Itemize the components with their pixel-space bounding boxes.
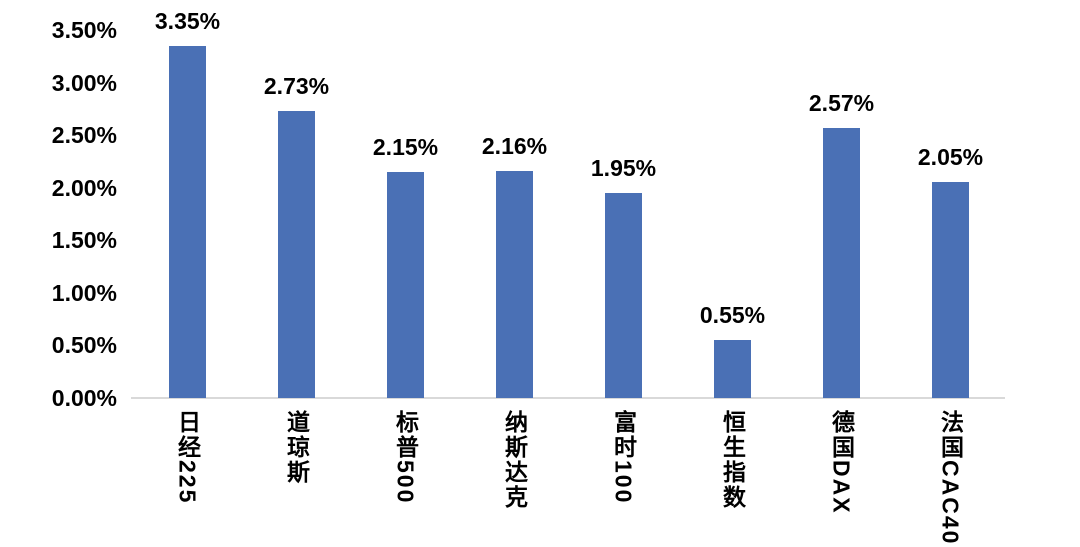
y-axis-tick-label: 0.00% xyxy=(51,385,117,411)
chart-bar xyxy=(278,110,315,398)
chart-bar xyxy=(823,127,860,398)
chart-bar xyxy=(387,171,424,398)
data-label: 2.05% xyxy=(917,144,984,171)
chart-bar xyxy=(169,45,206,398)
data-label: 2.73% xyxy=(263,72,330,99)
y-axis-tick-label: 2.50% xyxy=(51,122,117,149)
data-label: 1.95% xyxy=(590,154,657,181)
data-label: 2.16% xyxy=(481,132,548,159)
data-label: 3.35% xyxy=(154,7,221,34)
category-label: 法国CAC40 xyxy=(937,410,964,546)
y-axis-tick-label: 2.00% xyxy=(51,174,117,201)
category-label: 纳斯达克 xyxy=(501,410,528,510)
category-label: 德国DAX xyxy=(828,410,855,515)
y-axis-tick-label: 1.00% xyxy=(51,279,117,306)
x-axis-line xyxy=(131,397,1005,399)
category-label: 富时100 xyxy=(610,410,637,505)
chart-bar xyxy=(714,340,751,398)
data-label: 2.57% xyxy=(808,89,875,116)
category-label: 标普500 xyxy=(392,410,419,505)
y-axis-tick-label: 3.50% xyxy=(51,17,117,43)
data-label: 2.15% xyxy=(372,133,439,160)
y-axis-tick-label: 3.00% xyxy=(51,69,117,96)
category-label: 日经225 xyxy=(174,410,201,505)
category-label: 道琼斯 xyxy=(283,410,310,485)
y-axis-tick-label: 1.50% xyxy=(51,227,117,254)
y-axis-tick-label: 0.50% xyxy=(51,332,117,359)
chart-bar xyxy=(496,170,533,398)
chart-bar xyxy=(932,182,969,398)
category-label: 恒生指数 xyxy=(719,410,746,510)
data-label: 0.55% xyxy=(699,302,766,329)
chart-bar xyxy=(605,192,642,398)
